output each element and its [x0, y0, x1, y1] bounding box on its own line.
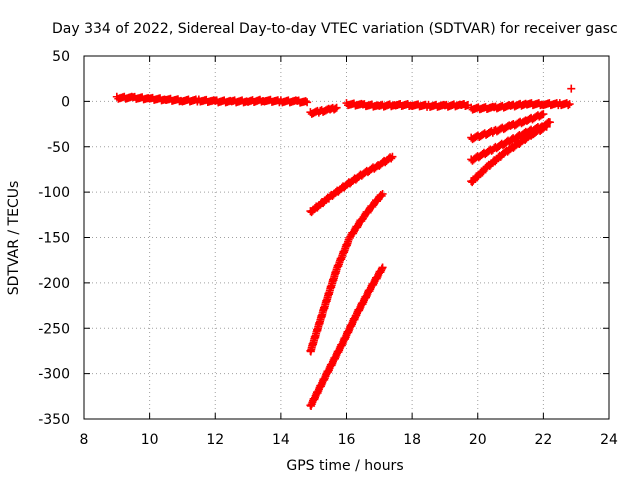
chart-title: Day 334 of 2022, Sidereal Day-to-day VTE…: [52, 21, 618, 37]
series-post-gap-offset: [306, 103, 341, 118]
y-tick-label: 0: [61, 94, 70, 110]
y-tick-label: -150: [38, 231, 70, 247]
axis-ticks: 8 10 12 14 16 18 20 22 24 50 0 -50 -100 -150 -200 -250 -…: [38, 49, 618, 448]
x-tick-label: 8: [80, 432, 89, 448]
x-axis-label: GPS time / hours: [286, 458, 403, 474]
y-tick-label: -100: [38, 185, 70, 201]
series-markers: [567, 84, 576, 93]
x-tick-label: 14: [272, 432, 290, 448]
y-tick-label: 50: [52, 49, 70, 65]
series-arc-f: [467, 122, 551, 187]
series-arc-a: [306, 152, 397, 217]
series-markers: [306, 189, 387, 356]
series-markers: [306, 103, 341, 118]
data-series: [112, 84, 576, 410]
series-markers: [467, 110, 548, 144]
series-markers: [467, 99, 574, 114]
series-near-zero-mid: [342, 99, 472, 111]
y-tick-label: -300: [38, 367, 70, 383]
series-markers: [342, 99, 472, 111]
x-tick-label: 18: [403, 432, 421, 448]
x-tick-label: 16: [338, 432, 356, 448]
y-tick-label: -200: [38, 276, 70, 292]
series-arc-d: [467, 110, 548, 144]
y-tick-label: -250: [38, 321, 70, 337]
series-outlier: [567, 84, 576, 93]
x-tick-label: 10: [141, 432, 159, 448]
series-markers: [112, 92, 312, 107]
y-tick-label: -50: [47, 140, 70, 156]
y-axis-label: SDTVAR / TECUs: [6, 181, 22, 296]
series-near-zero-early: [112, 92, 312, 107]
series-markers: [306, 263, 387, 410]
series-arc-c: [306, 263, 387, 410]
series-near-zero-late: [467, 99, 574, 114]
y-tick-label: -350: [38, 412, 70, 428]
x-tick-label: 24: [600, 432, 618, 448]
series-arc-b: [306, 189, 387, 356]
x-tick-label: 20: [469, 432, 487, 448]
x-tick-label: 12: [206, 432, 224, 448]
x-tick-label: 22: [534, 432, 552, 448]
series-markers: [467, 122, 551, 187]
series-markers: [306, 152, 397, 217]
